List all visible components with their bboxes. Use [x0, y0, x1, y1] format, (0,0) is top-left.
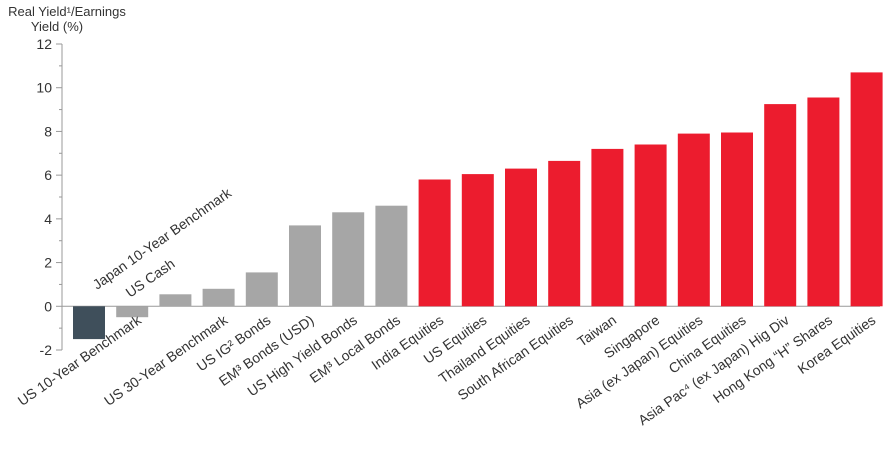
- bar: [634, 144, 667, 307]
- bar: [591, 148, 624, 307]
- bar: [332, 212, 365, 307]
- bar: [807, 97, 840, 307]
- y-tick-label: 12: [36, 36, 52, 52]
- y-tick-label: 8: [44, 123, 52, 139]
- bar: [548, 160, 581, 307]
- bar: [764, 104, 797, 307]
- y-tick-label: 0: [44, 298, 52, 314]
- bar: [850, 72, 883, 307]
- bar: [461, 174, 494, 307]
- y-tick-label: 6: [44, 167, 52, 183]
- y-tick-label: 10: [36, 80, 52, 96]
- y-tick-label: 2: [44, 255, 52, 271]
- bar: [202, 288, 235, 307]
- bar: [721, 132, 753, 307]
- bar: [677, 133, 710, 307]
- bar: [418, 179, 451, 307]
- y-axis-title: Real Yield¹/Earnings Yield (%): [2, 4, 132, 34]
- bar: [375, 205, 408, 307]
- bar: [289, 225, 321, 307]
- bar: [73, 306, 105, 340]
- y-axis-title-line1: Real Yield¹/Earnings: [8, 4, 126, 19]
- bar: [245, 272, 278, 307]
- bar: [159, 294, 192, 307]
- y-tick-label: 4: [44, 211, 52, 227]
- y-tick-label: -2: [40, 342, 53, 358]
- bar: [116, 306, 149, 318]
- bar: [505, 168, 537, 307]
- y-axis-title-line2: Yield (%): [30, 19, 84, 34]
